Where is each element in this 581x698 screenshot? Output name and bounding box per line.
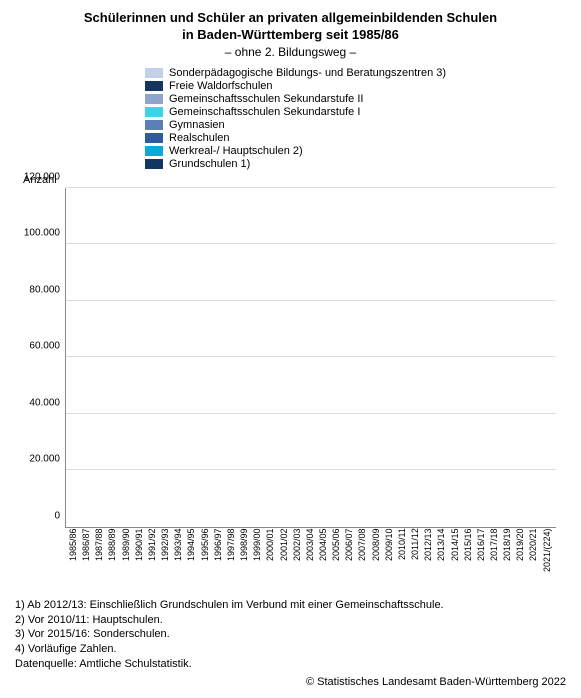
x-tick-label: 2005/06 [331, 528, 342, 586]
legend-item: Grundschulen 1) [145, 158, 566, 170]
footnote-line: 3) Vor 2015/16: Sonderschulen. [15, 627, 566, 642]
x-tick-label: 2019/20 [515, 528, 526, 586]
x-tick-label: 1999/00 [252, 528, 263, 586]
x-tick-label: 1995/96 [200, 528, 211, 586]
y-tick-label: 0 [54, 510, 66, 521]
x-tick-label: 1987/88 [94, 528, 105, 586]
x-tick-label: 1988/89 [107, 528, 118, 586]
plot-area: 020.00040.00060.00080.000100.000120.000 [65, 188, 556, 528]
x-tick-label: 2021/(224) [542, 528, 553, 586]
footnotes: 1) Ab 2012/13: Einschließlich Grundschul… [15, 598, 566, 672]
x-tick-label: 1998/99 [239, 528, 250, 586]
x-tick-label: 2013/14 [436, 528, 447, 586]
legend-item: Sonderpädagogische Bildungs- und Beratun… [145, 67, 566, 79]
x-tick-label: 2003/04 [305, 528, 316, 586]
x-tick-label: 1989/90 [121, 528, 132, 586]
legend-swatch [145, 107, 163, 117]
y-tick-label: 120.000 [24, 171, 66, 182]
legend-label: Gemeinschaftsschulen Sekundarstufe II [169, 93, 363, 105]
footnote-line: 4) Vorläufige Zahlen. [15, 642, 566, 657]
gridline [66, 413, 556, 414]
legend-label: Freie Waldorfschulen [169, 80, 273, 92]
x-tick-label: 2016/17 [476, 528, 487, 586]
legend-swatch [145, 94, 163, 104]
gridline [66, 356, 556, 357]
legend-swatch [145, 159, 163, 169]
footnote-line: 2) Vor 2010/11: Hauptschulen. [15, 613, 566, 628]
x-tick-label: 1994/95 [186, 528, 197, 586]
gridline [66, 300, 556, 301]
x-tick-label: 1996/97 [213, 528, 224, 586]
gridline [66, 187, 556, 188]
legend-item: Gymnasien [145, 119, 566, 131]
chart-subtitle: – ohne 2. Bildungsweg – [15, 45, 566, 59]
x-tick-label: 2002/03 [292, 528, 303, 586]
x-tick-label: 1990/91 [134, 528, 145, 586]
x-tick-label: 2009/10 [384, 528, 395, 586]
copyright: © Statistisches Landesamt Baden-Württemb… [15, 676, 566, 688]
legend-label: Realschulen [169, 132, 230, 144]
legend-label: Gymnasien [169, 119, 225, 131]
x-tick-label: 2007/08 [357, 528, 368, 586]
bars-group [66, 188, 556, 527]
x-tick-label: 1997/98 [226, 528, 237, 586]
chart-title-2: in Baden-Württemberg seit 1985/86 [15, 27, 566, 44]
chart-title-1: Schülerinnen und Schüler an privaten all… [15, 10, 566, 27]
legend-item: Realschulen [145, 132, 566, 144]
legend-label: Sonderpädagogische Bildungs- und Beratun… [169, 67, 446, 79]
gridline [66, 469, 556, 470]
x-tick-label: 2004/05 [318, 528, 329, 586]
legend-label: Grundschulen 1) [169, 158, 250, 170]
x-tick-label: 2000/01 [265, 528, 276, 586]
x-tick-label: 2011/12 [410, 528, 421, 586]
x-tick-label: 2020/21 [528, 528, 539, 586]
x-tick-label: 2012/13 [423, 528, 434, 586]
x-tick-label: 1993/94 [173, 528, 184, 586]
y-tick-label: 80.000 [29, 284, 66, 295]
legend-label: Gemeinschaftsschulen Sekundarstufe I [169, 106, 360, 118]
x-tick-label: 2014/15 [450, 528, 461, 586]
legend-swatch [145, 120, 163, 130]
legend-swatch [145, 146, 163, 156]
x-tick-label: 2017/18 [489, 528, 500, 586]
y-tick-label: 100.000 [24, 228, 66, 239]
y-tick-label: 40.000 [29, 397, 66, 408]
footnote-line: Datenquelle: Amtliche Schulstatistik. [15, 657, 566, 672]
y-axis-label: Anzahl [23, 174, 566, 186]
x-tick-label: 1985/86 [68, 528, 79, 586]
legend-item: Gemeinschaftsschulen Sekundarstufe I [145, 106, 566, 118]
legend-item: Freie Waldorfschulen [145, 80, 566, 92]
legend-item: Werkreal-/ Hauptschulen 2) [145, 145, 566, 157]
legend-label: Werkreal-/ Hauptschulen 2) [169, 145, 303, 157]
chart-container: Schülerinnen und Schüler an privaten all… [0, 0, 581, 698]
x-tick-label: 1986/87 [81, 528, 92, 586]
y-tick-label: 60.000 [29, 341, 66, 352]
legend-swatch [145, 81, 163, 91]
x-tick-label: 1991/92 [147, 528, 158, 586]
x-axis-labels: 1985/861986/871987/881988/891989/901990/… [65, 528, 556, 586]
legend-swatch [145, 68, 163, 78]
footnote-line: 1) Ab 2012/13: Einschließlich Grundschul… [15, 598, 566, 613]
y-tick-label: 20.000 [29, 454, 66, 465]
x-tick-label: 2010/11 [397, 528, 408, 586]
gridline [66, 243, 556, 244]
x-tick-label: 2018/19 [502, 528, 513, 586]
x-tick-label: 2006/07 [344, 528, 355, 586]
x-tick-label: 2001/02 [279, 528, 290, 586]
legend: Sonderpädagogische Bildungs- und Beratun… [145, 67, 566, 170]
legend-swatch [145, 133, 163, 143]
x-tick-label: 1992/93 [160, 528, 171, 586]
x-tick-label: 2008/09 [371, 528, 382, 586]
legend-item: Gemeinschaftsschulen Sekundarstufe II [145, 93, 566, 105]
x-tick-label: 2015/16 [463, 528, 474, 586]
